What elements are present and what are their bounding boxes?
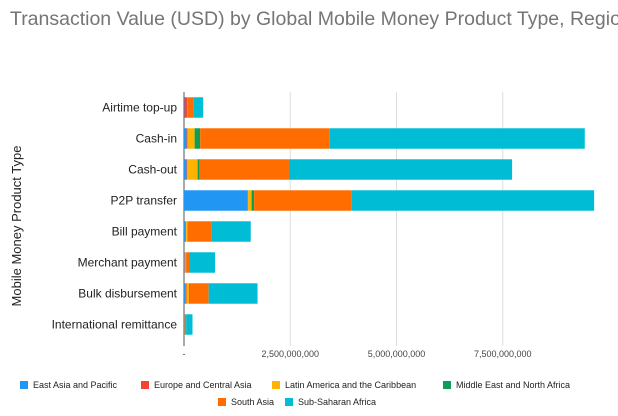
legend-swatch bbox=[141, 381, 149, 389]
bar-segment bbox=[197, 159, 200, 180]
legend-swatch bbox=[285, 398, 293, 406]
category-label: Bill payment bbox=[112, 225, 178, 239]
category-label: Cash-in bbox=[136, 132, 177, 146]
bar-segment bbox=[193, 97, 204, 118]
bar-segment bbox=[184, 283, 186, 304]
bar-segment bbox=[184, 252, 186, 273]
bar-group bbox=[184, 97, 595, 335]
bar-segment bbox=[208, 283, 258, 304]
bar-segment bbox=[184, 314, 187, 335]
bar-segment bbox=[189, 283, 190, 304]
category-label: Merchant payment bbox=[78, 256, 178, 270]
bar-segment bbox=[200, 128, 330, 149]
x-tick-label: 7,500,000,000 bbox=[474, 349, 532, 359]
legend-swatch bbox=[218, 398, 226, 406]
bar-segment bbox=[186, 221, 188, 242]
legend-label: Sub-Saharan Africa bbox=[298, 397, 376, 407]
y-axis-title: Mobile Money Product Type bbox=[9, 146, 24, 307]
legend-label: Middle East and North Africa bbox=[456, 380, 570, 390]
bar-segment bbox=[187, 97, 194, 118]
bar-segment bbox=[184, 221, 186, 242]
category-label: Bulk disbursement bbox=[78, 287, 177, 301]
bar-segment bbox=[184, 159, 187, 180]
bar-segment bbox=[187, 128, 195, 149]
bar-segment bbox=[189, 283, 209, 304]
bar-segment bbox=[254, 190, 352, 211]
x-tick-label: 2,500,000,000 bbox=[261, 349, 319, 359]
bar-segment bbox=[199, 159, 289, 180]
legend-swatch bbox=[443, 381, 451, 389]
bar-segment bbox=[186, 159, 198, 180]
bar-segment bbox=[185, 283, 187, 304]
x-tick-label: 5,000,000,000 bbox=[368, 349, 426, 359]
legend-swatch bbox=[272, 381, 280, 389]
bar-segment bbox=[184, 97, 187, 118]
x-tick-label: - bbox=[183, 349, 186, 359]
bar-segment bbox=[184, 190, 248, 211]
bar-segment bbox=[288, 159, 513, 180]
bar-segment bbox=[186, 128, 188, 149]
legend-label: East Asia and Pacific bbox=[33, 380, 118, 390]
bar-segment bbox=[329, 128, 585, 149]
bar-segment bbox=[187, 221, 212, 242]
bar-segment bbox=[248, 190, 252, 211]
bar-segment bbox=[351, 190, 595, 211]
category-labels: Airtime top-up Cash-in Cash-out P2P transfe… bbox=[52, 101, 178, 332]
legend: East Asia and Pacific Europe and Central … bbox=[20, 380, 570, 407]
category-label: International remittance bbox=[52, 318, 178, 332]
category-label: P2P transfer bbox=[111, 194, 177, 208]
bar-segment bbox=[194, 128, 201, 149]
category-label: Airtime top-up bbox=[102, 101, 177, 115]
bar-segment bbox=[184, 128, 187, 149]
bar-segment bbox=[251, 190, 255, 211]
chart-title: Transaction Value (USD) by Global Mobile… bbox=[10, 8, 618, 30]
bar-segment bbox=[186, 283, 190, 304]
bar-segment bbox=[211, 221, 251, 242]
legend-label: Latin America and the Caribbean bbox=[285, 380, 416, 390]
bar-segment bbox=[185, 221, 187, 242]
bar-segment bbox=[186, 252, 190, 273]
bar-segment bbox=[189, 252, 216, 273]
legend-swatch bbox=[20, 381, 28, 389]
bar-segment bbox=[186, 314, 193, 335]
legend-label: Europe and Central Asia bbox=[154, 380, 252, 390]
category-label: Cash-out bbox=[128, 163, 177, 177]
legend-label: South Asia bbox=[231, 397, 274, 407]
x-axis-tick-labels: - 2,500,000,000 5,000,000,000 7,500,000,000 bbox=[183, 349, 532, 359]
